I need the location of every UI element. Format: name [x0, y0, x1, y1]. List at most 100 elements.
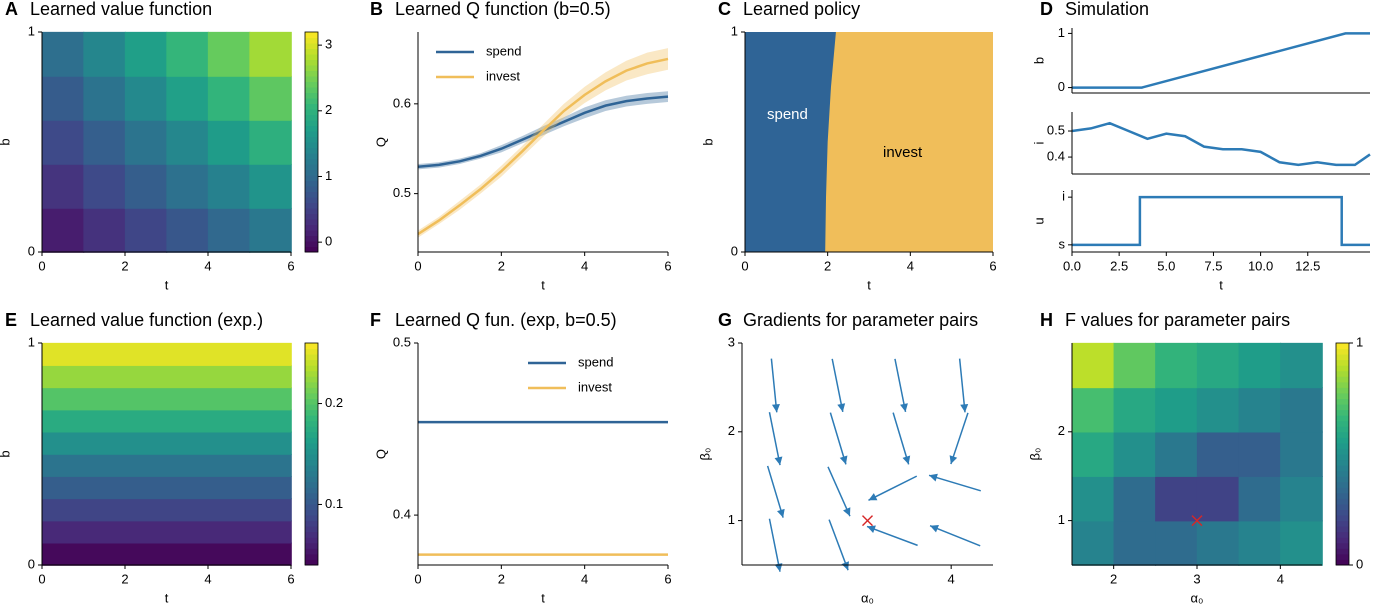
- colorbar-segment: [1336, 359, 1349, 366]
- x-tick-label: 6: [664, 258, 671, 273]
- heat-cell: [83, 31, 126, 77]
- arrow-head: [868, 493, 878, 501]
- colorbar-segment: [1336, 559, 1349, 566]
- colorbar-segment: [305, 426, 318, 433]
- stream-arrow: [828, 519, 849, 571]
- y-tick-label: 0: [731, 243, 738, 258]
- arrow-shaft: [766, 465, 784, 518]
- colorbar-segment: [305, 404, 318, 411]
- x-tick-label: 6: [287, 571, 294, 586]
- colorbar-segment: [1336, 431, 1349, 438]
- heat-cell: [1113, 476, 1157, 522]
- arrow-head: [839, 455, 848, 465]
- arrow-shaft: [831, 358, 844, 413]
- colorbar-tick-label: 0.1: [325, 496, 343, 511]
- heat-cell: [166, 207, 209, 253]
- colorbar-frame: [304, 31, 319, 253]
- heat-cell: [1238, 342, 1282, 389]
- stream-arrow: [831, 358, 846, 413]
- arrow-head: [867, 525, 876, 533]
- colorbar-segment: [1336, 354, 1349, 361]
- stream-arrow: [929, 524, 981, 547]
- legend-label: spend: [578, 354, 613, 369]
- marker-stroke: [1191, 515, 1203, 527]
- stream-arrow: [829, 412, 848, 465]
- colorbar-segment: [305, 92, 318, 99]
- y-tick-label: 1: [728, 512, 735, 527]
- arrow-shaft: [828, 519, 849, 571]
- stream-arrow: [768, 518, 783, 572]
- colorbar-segment: [305, 365, 318, 372]
- heat-cell: [1280, 520, 1323, 566]
- colorbar-segment: [305, 487, 318, 494]
- heat-cell: [1113, 342, 1157, 389]
- heat-cell: [207, 75, 251, 121]
- heat-cell: [124, 119, 168, 165]
- colorbar-segment: [1336, 465, 1349, 472]
- arrow-shaft: [892, 412, 910, 465]
- heat-cell: [124, 207, 168, 253]
- heat-cell: [1071, 431, 1115, 477]
- heat-cell: [207, 163, 251, 209]
- panel-title: Learned value function: [30, 0, 212, 19]
- heat-cell: [1238, 431, 1282, 477]
- arrow-head: [771, 403, 780, 413]
- colorbar-segment: [1336, 392, 1349, 399]
- y-tick-label: 0.4: [1047, 149, 1065, 164]
- x-tick-label: 4: [907, 258, 914, 273]
- heat-cell: [41, 542, 292, 566]
- colorbar-segment: [1336, 448, 1349, 455]
- heat-cell: [1155, 342, 1198, 389]
- heat-cell: [166, 163, 209, 209]
- y-tick-label: 1: [1058, 512, 1065, 527]
- legend-label: invest: [486, 68, 520, 83]
- heat-cell: [249, 75, 292, 121]
- y-tick-label: 2: [1058, 423, 1065, 438]
- stream-arrow: [892, 412, 911, 465]
- heat-cell: [41, 365, 292, 389]
- colorbar-segment: [305, 387, 318, 394]
- colorbar-segment: [305, 454, 318, 461]
- stream-arrow: [866, 525, 918, 547]
- colorbar-segment: [305, 241, 318, 247]
- x-tick-label: 0.0: [1063, 258, 1081, 273]
- colorbar-segment: [305, 431, 318, 438]
- heat-cell: [41, 498, 292, 522]
- colorbar-segment: [305, 498, 318, 505]
- x-axis-label: α₀: [861, 590, 874, 605]
- x-axis-label: α₀: [1191, 590, 1204, 605]
- colorbar-segment: [305, 398, 318, 405]
- colorbar-segment: [305, 370, 318, 377]
- arrow-head: [900, 403, 908, 412]
- panel-label: E: [5, 310, 17, 330]
- x-tick-label: 4: [581, 258, 588, 273]
- colorbar-segment: [1336, 470, 1349, 477]
- heat-cell: [1155, 431, 1198, 477]
- colorbar-segment: [305, 59, 318, 66]
- heat-cell: [41, 409, 292, 433]
- legend-label: spend: [486, 43, 521, 58]
- colorbar-segment: [1336, 520, 1349, 527]
- colorbar-segment: [305, 515, 318, 522]
- x-tick-label: 0: [38, 258, 45, 273]
- arrow-head: [841, 561, 849, 571]
- heat-cell: [83, 163, 126, 209]
- stream-arrow: [766, 465, 785, 518]
- heat-cell: [1238, 387, 1282, 433]
- marker: [862, 515, 873, 527]
- colorbar-segment: [305, 359, 318, 366]
- colorbar-segment: [1336, 498, 1349, 505]
- colorbar-frame: [1335, 342, 1350, 566]
- colorbar-segment: [305, 392, 318, 399]
- marker-stroke: [862, 515, 873, 527]
- y-tick-label: 0: [28, 556, 35, 571]
- colorbar-segment: [305, 448, 318, 455]
- colorbar-segment: [1336, 415, 1349, 422]
- heat-cell: [1071, 520, 1115, 566]
- y-tick-label: 1: [731, 23, 738, 38]
- arrow-head: [929, 473, 938, 482]
- heat-cell: [1196, 387, 1240, 433]
- x-tick-label: 6: [664, 571, 671, 586]
- heat-cell: [41, 31, 85, 77]
- colorbar-segment: [305, 548, 318, 555]
